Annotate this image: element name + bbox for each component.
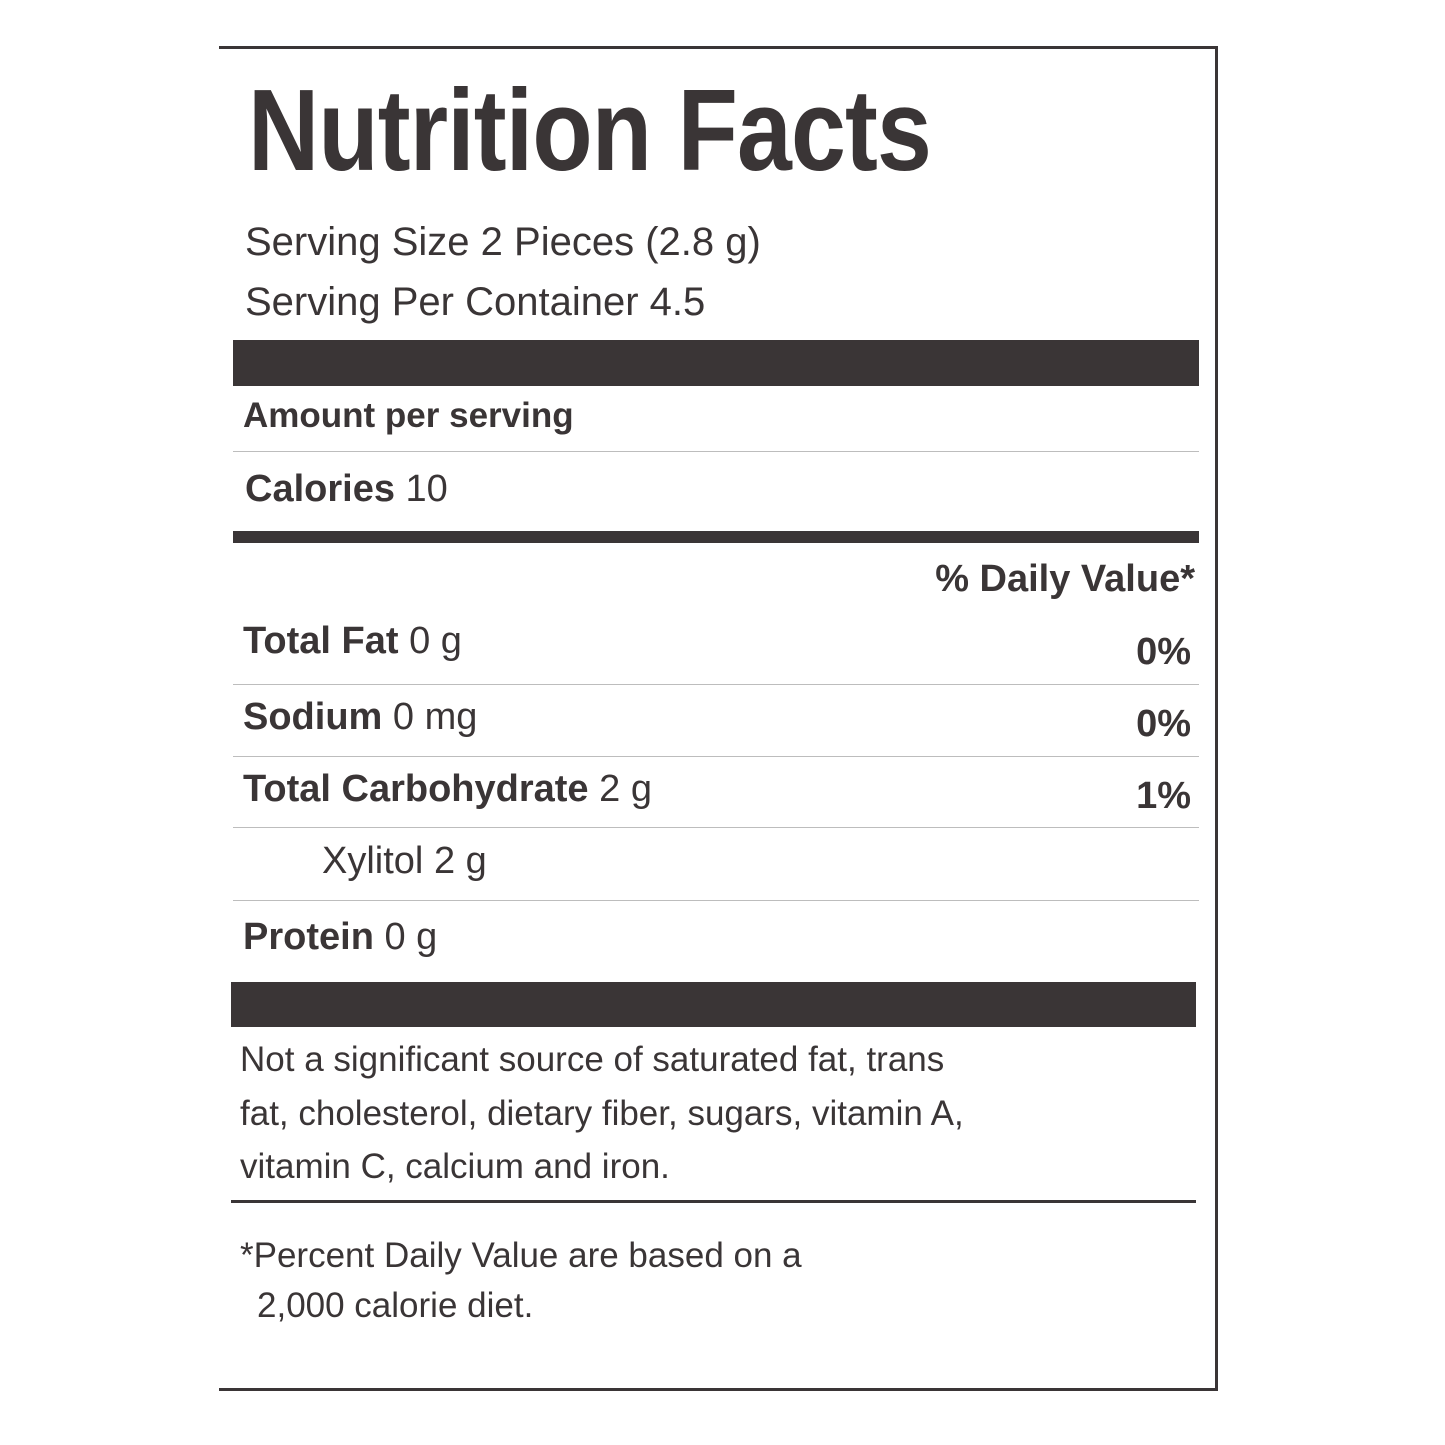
medium-divider (233, 531, 1199, 543)
amount-per-serving: Amount per serving (243, 396, 574, 435)
nutrient-dv: 0% (1136, 703, 1191, 745)
daily-value-header: % Daily Value* (935, 558, 1195, 600)
not-significant-line: Not a significant source of saturated fa… (240, 1040, 945, 1079)
footnote-line: *Percent Daily Value are based on a (240, 1236, 802, 1275)
divider (233, 756, 1199, 757)
nutrient-row-protein: Protein 0 g (243, 918, 437, 956)
nutrient-amount: 2 g (433, 840, 487, 882)
nutrient-name: Sodium (243, 696, 383, 738)
nutrient-row-total-carbohydrate: Total Carbohydrate 2 g (243, 770, 652, 808)
divider (233, 900, 1199, 901)
divider (233, 827, 1199, 828)
nutrient-dv: 0% (1136, 631, 1191, 673)
nutrient-name: Protein (243, 916, 374, 958)
thick-divider (233, 340, 1199, 386)
nutrient-amount: 0 g (409, 620, 462, 662)
divider (233, 684, 1199, 685)
nutrient-row-total-fat: Total Fat 0 g (243, 622, 462, 660)
nutrient-amount: 0 mg (392, 696, 478, 738)
nutrient-dv: 1% (1136, 775, 1191, 817)
calories-label: Calories (245, 468, 395, 510)
nutrient-amount: 2 g (599, 768, 652, 810)
not-significant-line: fat, cholesterol, dietary fiber, sugars,… (240, 1094, 964, 1133)
serving-size: Serving Size 2 Pieces (2.8 g) (245, 220, 761, 264)
calories-row: Calories 10 (245, 470, 448, 508)
divider (233, 451, 1199, 452)
calories-value: 10 (405, 468, 448, 510)
servings-per-container: Serving Per Container 4.5 (245, 280, 706, 324)
nutrient-name: Total Carbohydrate (243, 768, 589, 810)
thin-divider (231, 1200, 1196, 1203)
footnote-line: 2,000 calorie diet. (257, 1286, 534, 1325)
nutrient-name: Xylitol (322, 840, 424, 882)
nutrient-row-xylitol: Xylitol 2 g (322, 842, 487, 880)
thick-divider (231, 982, 1196, 1027)
nutrient-row-sodium: Sodium 0 mg (243, 698, 477, 736)
not-significant-line: vitamin C, calcium and iron. (240, 1147, 670, 1186)
label-border (219, 46, 1218, 1391)
nutrient-amount: 0 g (384, 916, 438, 958)
nutrient-name: Total Fat (243, 620, 399, 662)
label-title: Nutrition Facts (248, 65, 932, 195)
